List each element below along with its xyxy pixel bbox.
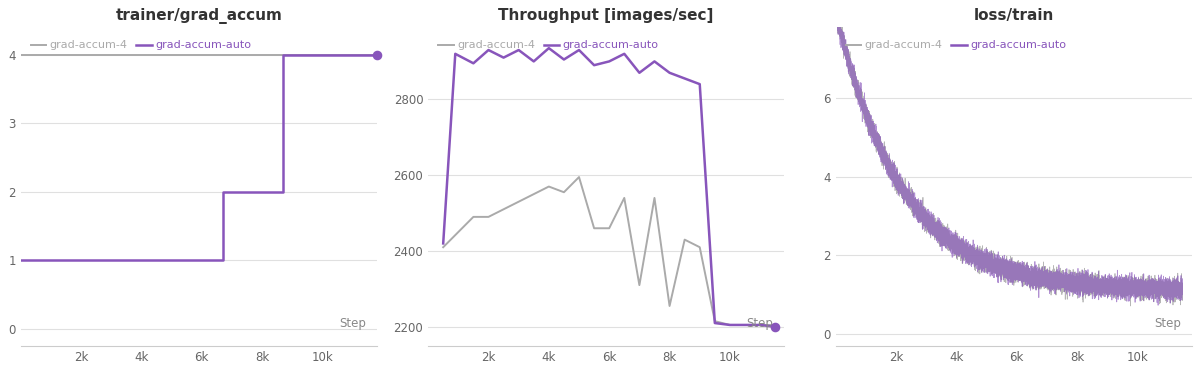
Text: Step: Step [340, 317, 366, 330]
Text: Step: Step [746, 317, 774, 330]
Title: trainer/grad_accum: trainer/grad_accum [115, 8, 282, 24]
Legend: grad-accum-4, grad-accum-auto: grad-accum-4, grad-accum-auto [841, 36, 1070, 55]
Point [367, 52, 386, 58]
Title: loss/train: loss/train [973, 8, 1054, 23]
Legend: grad-accum-4, grad-accum-auto: grad-accum-4, grad-accum-auto [26, 36, 256, 55]
Title: Throughput [images/sec]: Throughput [images/sec] [498, 8, 714, 23]
Text: Step: Step [1154, 317, 1181, 330]
Legend: grad-accum-4, grad-accum-auto: grad-accum-4, grad-accum-auto [433, 36, 664, 55]
Point [766, 324, 785, 330]
